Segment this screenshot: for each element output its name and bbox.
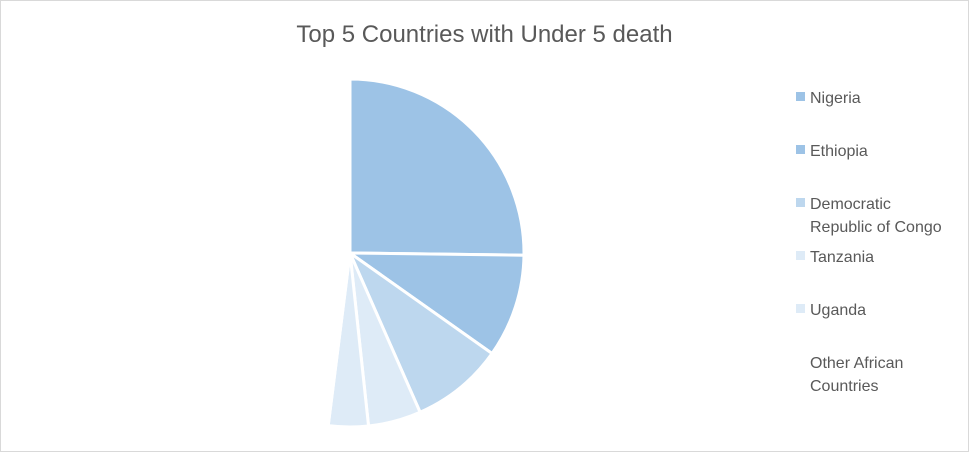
legend-swatch	[796, 357, 805, 366]
chart-legend: Nigeria Ethiopia Democratic Republic of Co…	[796, 1, 966, 451]
legend-swatch	[796, 198, 805, 207]
legend-label: Democratic Republic of Congo	[810, 196, 942, 236]
legend-label: Ethiopia	[810, 143, 868, 160]
chart-title: Top 5 Countries with Under 5 death	[296, 21, 673, 48]
legend-swatch	[796, 145, 805, 154]
legend-item: Ethiopia	[796, 140, 868, 163]
legend-swatch	[796, 92, 805, 101]
legend-item: Nigeria	[796, 87, 861, 110]
legend-item: Uganda	[796, 299, 866, 322]
pie-slice-2	[346, 248, 495, 415]
legend-label: Tanzania	[810, 249, 875, 266]
legend-swatch	[796, 251, 805, 260]
legend-item: Tanzania	[796, 246, 874, 269]
pie-slice-5	[174, 77, 352, 428]
pie-slice-0	[348, 77, 526, 257]
legend-swatch	[796, 304, 805, 313]
legend-item: Other African Countries	[796, 352, 903, 398]
legend-label: Nigeria	[810, 90, 861, 107]
legend-label: Uganda	[810, 302, 867, 319]
legend-item: Democratic Republic of Congo	[796, 193, 942, 239]
pie-slice-1	[345, 251, 526, 356]
legend-label: Other African Countries	[810, 355, 904, 395]
